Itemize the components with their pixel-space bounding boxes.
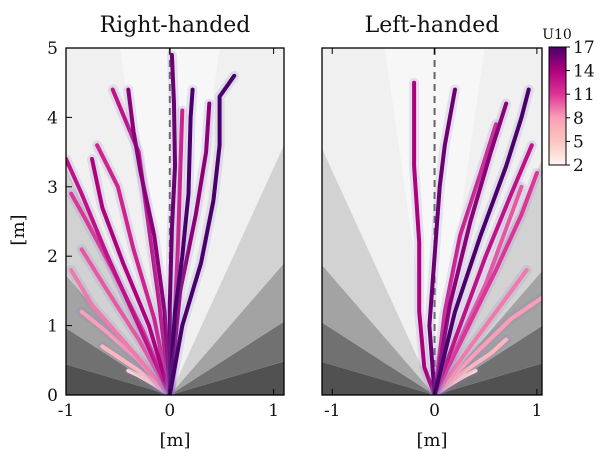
- y-tick-label: 4: [47, 108, 58, 128]
- background-wedge: [66, 364, 170, 395]
- trajectory-line: [412, 80, 437, 395]
- trajectory-line: [432, 170, 539, 395]
- background-wedge: [169, 144, 284, 395]
- trajectory-line: [432, 122, 498, 395]
- colorbar-tick-label: 8: [573, 109, 584, 129]
- colorbar-ticks: 17 14 11 8 5 2: [566, 38, 595, 176]
- trajectory-line: [167, 73, 237, 395]
- background-wedge: [66, 167, 170, 395]
- trajectory-line: [432, 337, 509, 395]
- trajectory-line: [167, 52, 177, 395]
- trajectories-right: [409, 77, 542, 395]
- trajectory-line: [100, 344, 172, 395]
- x-axis-ticks-left: -1 0 1: [58, 48, 279, 421]
- background-wedge: [322, 322, 435, 395]
- background-wedge: [322, 265, 435, 395]
- trajectory-line: [432, 268, 529, 395]
- background-wedge: [169, 263, 284, 395]
- colorbar-tick-label: 11: [573, 85, 595, 105]
- background-wedge: [169, 361, 284, 395]
- background-wedge: [169, 321, 284, 395]
- x-tick-label: -1: [324, 401, 341, 421]
- y-tick-label: 1: [47, 317, 58, 337]
- colorbar: U10 17 14 11 8 5 2: [542, 27, 594, 176]
- x-tick-label: 0: [164, 401, 175, 421]
- colorbar-label: U10: [542, 27, 572, 43]
- trajectory-line: [432, 87, 531, 395]
- background-wedge: [434, 271, 542, 395]
- background-wedge: [66, 275, 170, 395]
- panel-left-handed: Left-handed -1 0 1 [m]: [321, 13, 543, 451]
- x-tick-label: 0: [429, 401, 440, 421]
- plot-frame-left: [65, 47, 285, 396]
- x-axis-label-left: [m]: [159, 430, 190, 451]
- colorbar-tick-label: 17: [573, 38, 595, 58]
- background-wedge: [322, 148, 435, 395]
- background-wedge: [169, 48, 284, 395]
- background-wedge: [322, 361, 435, 395]
- background-wedge: [434, 363, 542, 395]
- trajectory-line: [432, 143, 534, 395]
- panel-title-right: Left-handed: [365, 13, 500, 38]
- x-axis-ticks-right: -1 0 1: [324, 48, 542, 421]
- background-wedge: [322, 48, 435, 395]
- colorbar-gradient: [548, 46, 567, 166]
- background-wedge: [66, 328, 170, 395]
- y-tick-label: 5: [47, 39, 58, 59]
- trajectory-line: [90, 157, 172, 395]
- trajectory-line: [167, 101, 212, 395]
- colorbar-tick-label: 14: [573, 62, 595, 82]
- trajectory-line: [167, 87, 195, 395]
- y-tick-label: 2: [47, 247, 58, 267]
- y-axis-label: [m]: [8, 214, 29, 245]
- trajectories-left: [66, 49, 240, 395]
- trajectory-line: [432, 101, 509, 395]
- y-axis-ticks: 0 1 2 3 4 5: [47, 39, 72, 406]
- trajectory-line: [79, 247, 172, 395]
- trajectory-line: [66, 157, 172, 395]
- trajectory-line: [69, 268, 172, 395]
- plot-frame-right: [321, 47, 543, 396]
- x-axis-label-right: [m]: [416, 430, 447, 451]
- colorbar-tick-label: 2: [573, 156, 584, 176]
- trajectory-line: [95, 143, 172, 395]
- colorbar-tick-label: 5: [573, 132, 584, 152]
- x-tick-label: 1: [268, 401, 279, 421]
- trajectory-line: [427, 87, 457, 395]
- x-tick-label: 1: [531, 401, 542, 421]
- panel-title-left: Right-handed: [100, 13, 251, 38]
- x-tick-label: -1: [58, 401, 75, 421]
- trajectory-line: [110, 87, 172, 395]
- y-tick-label: 3: [47, 178, 58, 198]
- trajectory-line: [432, 295, 542, 395]
- trajectory-line: [126, 87, 172, 395]
- y-tick-label: 0: [47, 386, 58, 406]
